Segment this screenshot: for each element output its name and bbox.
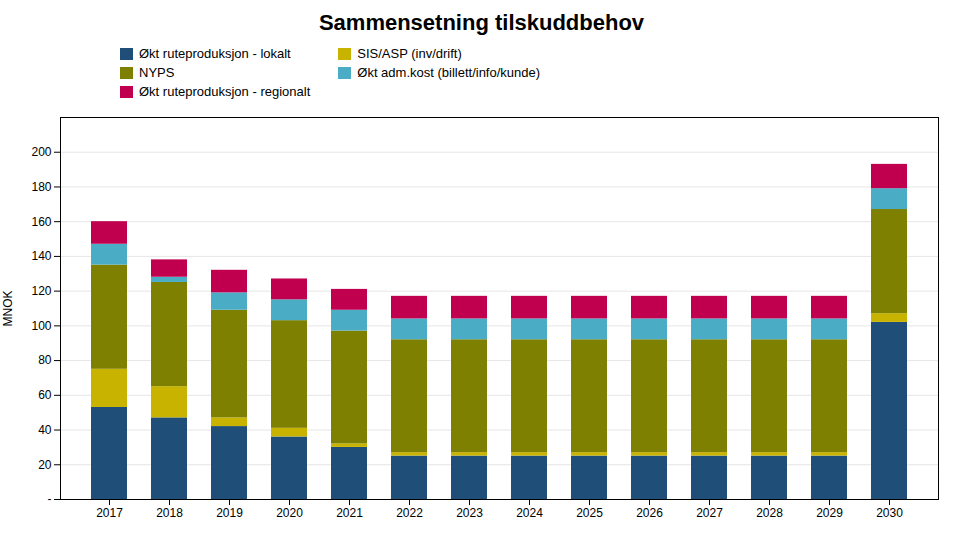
svg-text:80: 80 bbox=[38, 353, 52, 367]
svg-text:2023: 2023 bbox=[456, 506, 483, 520]
svg-text:60: 60 bbox=[38, 388, 52, 402]
svg-text:120: 120 bbox=[31, 284, 51, 298]
svg-text:40: 40 bbox=[38, 423, 52, 437]
html-text:Økt ruteproduksjon - lokalt: Økt ruteproduksjon - lokalt bbox=[139, 46, 291, 61]
svg-text:20: 20 bbox=[38, 458, 52, 472]
html-text:Økt ruteproduksjon - regionalt: Økt ruteproduksjon - regionalt bbox=[139, 84, 311, 99]
svg-text:2017: 2017 bbox=[96, 506, 123, 520]
svg-text:140: 140 bbox=[31, 249, 51, 263]
svg-text:MNOK: MNOK bbox=[1, 291, 15, 327]
svg-text:2025: 2025 bbox=[576, 506, 603, 520]
svg-text:2026: 2026 bbox=[636, 506, 663, 520]
svg-text:2020: 2020 bbox=[276, 506, 303, 520]
svg-text:2022: 2022 bbox=[396, 506, 423, 520]
svg-text:2029: 2029 bbox=[816, 506, 843, 520]
svg-text:160: 160 bbox=[31, 215, 51, 229]
svg-text:2018: 2018 bbox=[156, 506, 183, 520]
svg-text:2027: 2027 bbox=[696, 506, 723, 520]
html-text:Økt adm.kost (billett/info/kun: Økt adm.kost (billett/info/kunde) bbox=[357, 65, 541, 80]
svg-text:200: 200 bbox=[31, 145, 51, 159]
svg-text:100: 100 bbox=[31, 319, 51, 333]
svg-text:-: - bbox=[48, 492, 52, 506]
svg-text:2030: 2030 bbox=[876, 506, 903, 520]
svg-text:2021: 2021 bbox=[336, 506, 363, 520]
html-text:Sammensetning tilskuddbehov: Sammensetning tilskuddbehov bbox=[318, 10, 645, 35]
svg-text:180: 180 bbox=[31, 180, 51, 194]
svg-text:2019: 2019 bbox=[216, 506, 243, 520]
svg-text:2028: 2028 bbox=[756, 506, 783, 520]
html-text:NYPS: NYPS bbox=[139, 65, 175, 80]
html-text:SIS/ASP (inv/drift): SIS/ASP (inv/drift) bbox=[357, 46, 462, 61]
svg-text:2024: 2024 bbox=[516, 506, 543, 520]
